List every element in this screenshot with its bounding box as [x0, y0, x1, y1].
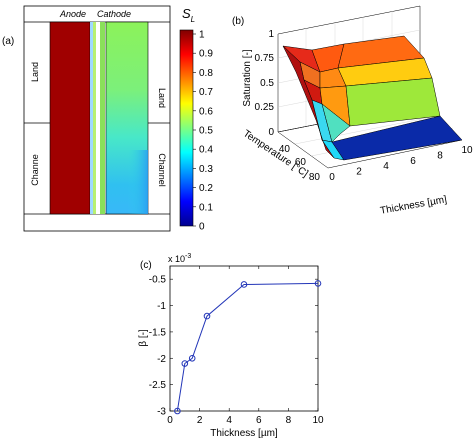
b-y-tick-label: 60 [295, 157, 307, 168]
left-land-label: Land [30, 62, 40, 82]
panel-b: (b) [232, 5, 473, 217]
b-x-tick-label: 4 [383, 161, 389, 172]
colorbar-tick-label: 0.7 [199, 87, 213, 98]
b-z-tick-label: 0.75 [255, 53, 275, 64]
membrane-strip [90, 22, 93, 214]
b-x-tick-label: 6 [410, 156, 416, 167]
c-y-tick-label: -3 [157, 407, 166, 418]
c-x-tick-label: 0 [167, 415, 173, 426]
c-exponent: x 10-3 [168, 253, 191, 264]
cathode-label: Cathode [97, 9, 131, 19]
anode-label: Anode [59, 9, 86, 19]
c-x-tick-label: 8 [286, 415, 292, 426]
c-plot-frame [169, 265, 319, 412]
b-x-tick-label: 0 [329, 172, 335, 183]
colorbar-tick-label: 0 [199, 222, 205, 233]
colorbar [179, 29, 194, 227]
beta-series-line [176, 282, 319, 412]
colorbar-title: SL [182, 6, 195, 24]
beta-series-markers [174, 280, 322, 415]
b-ylabel: Temperature [°C] [241, 128, 310, 180]
panel-c-label: (c) [140, 260, 152, 271]
c-y-tick-label: -1 [157, 301, 166, 312]
cathode-cl-strip [100, 22, 105, 214]
colorbar-tick-label: 0.4 [199, 145, 213, 156]
colorbar-ticks: 1 0.9 0.8 0.7 0.6 0.5 0.4 0.3 0.2 0.1 0 [193, 30, 213, 233]
c-y-tick-label: -2.5 [149, 380, 167, 391]
beta-data-point [203, 312, 211, 320]
c-x-tick-label: 6 [256, 415, 262, 426]
membrane-gap [96, 22, 100, 214]
b-x-tick-label: 8 [437, 150, 443, 161]
panel-a-label: (a) [2, 36, 14, 47]
colorbar-tick-label: 0.8 [199, 68, 213, 79]
b-y-tick-label: 40 [279, 144, 291, 155]
beta-data-point [181, 360, 189, 367]
c-x-tick-label: 2 [197, 415, 203, 426]
right-channel-label: Channel [157, 153, 167, 187]
colorbar-tick-label: 0.5 [199, 126, 213, 137]
panel-b-label: (b) [232, 16, 244, 27]
c-x-tick-label: 4 [226, 415, 232, 426]
right-land-label: Land [157, 88, 167, 108]
b-z-tick-label: 0.25 [255, 102, 275, 113]
beta-data-point [314, 280, 322, 287]
colorbar-tick-label: 0.2 [199, 183, 213, 194]
b-zlabel: Saturation [-] [242, 49, 253, 106]
panel-c: (c) x 10-3 0 2 4 6 8 10 -0.5 -1 -1.5 -2 -2.5 -3 Thi… [138, 253, 324, 439]
b-x-ticks: 0 2 4 6 8 10 [329, 145, 473, 183]
panel-a: (a) Anode Cathode Land Channe Land Chann… [2, 5, 213, 233]
colorbar-tick-label: 0.3 [199, 164, 213, 175]
b-z-tick-label: 1 [268, 29, 274, 40]
b-x-tick-label: 2 [356, 167, 362, 178]
c-xlabel: Thickness [µm] [210, 428, 278, 439]
b-z-tick-label: 0 [268, 127, 274, 138]
colorbar-tick-label: 1 [199, 30, 205, 41]
b-xlabel: Thickness [µm] [379, 194, 448, 217]
c-y-tick-label: -1.5 [149, 327, 167, 338]
c-ticks: 0 2 4 6 8 10 -0.5 -1 -1.5 -2 -2.5 -3 [149, 266, 324, 426]
anode-cl-strip [93, 22, 96, 214]
c-y-tick-label: -2 [157, 354, 166, 365]
c-ylabel: β [-] [138, 329, 149, 347]
cathode-corner-shade [128, 150, 148, 214]
colorbar-tick-label: 0.1 [199, 202, 213, 213]
saturation-surface [282, 35, 463, 161]
beta-data-point [188, 354, 196, 362]
left-channel-label: Channe [30, 154, 40, 186]
c-y-tick-label: -0.5 [149, 275, 167, 286]
b-x-tick-label: 10 [461, 145, 473, 156]
c-x-tick-label: 10 [312, 415, 324, 426]
b-z-ticks: 1 0.75 0.5 0.25 0 [255, 29, 275, 138]
colorbar-tick-label: 0.6 [199, 106, 213, 117]
b-y-tick-label: 80 [309, 172, 321, 183]
colorbar-tick-label: 0.9 [199, 49, 213, 60]
anode-region [49, 21, 91, 215]
beta-data-point [240, 281, 248, 288]
beta-data-point [174, 407, 181, 415]
b-z-tick-label: 0.5 [260, 78, 274, 89]
